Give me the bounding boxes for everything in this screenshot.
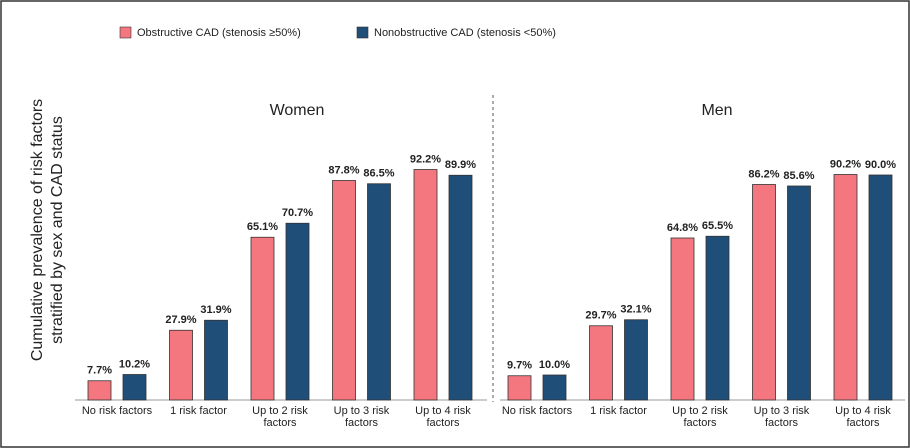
value-label: 85.6% [783,170,814,182]
value-label: 32.1% [620,304,651,316]
x-tick-label: No risk factors [82,405,153,417]
y-axis-label: stratified by sex and CAD status [49,116,66,344]
bar [787,185,811,401]
x-tick-label: 1 risk factor [170,405,227,417]
value-label: 7.7% [87,365,112,377]
x-tick-label: Up to 2 risk factors [672,405,728,429]
bar [250,236,275,401]
value-label: 9.7% [507,360,532,372]
bar [169,329,193,401]
x-tick-label: No risk factors [502,405,573,417]
bar [589,325,613,401]
bar [367,183,391,401]
bar [868,174,893,401]
legend-swatch [119,26,132,39]
bar [448,174,473,401]
value-label: 70.7% [282,207,313,219]
value-label: 65.1% [247,221,278,233]
value-label: 86.5% [363,168,394,180]
bar [624,319,648,401]
legend-swatch [356,26,369,39]
value-label: 86.2% [748,168,779,180]
bar [752,184,776,401]
panel-title: Men [701,102,732,119]
x-tick-label: 1 risk factor [590,405,647,417]
value-label: 89.9% [445,159,476,171]
value-label: 10.2% [119,358,150,370]
legend-label: Obstructive CAD (stenosis ≥50%) [137,27,301,39]
value-label: 27.9% [165,314,196,326]
bar [413,169,438,401]
bar [204,319,228,401]
x-tick-label: Up to 3 risk factors [754,405,810,429]
bar [122,374,147,401]
value-label: 87.8% [328,164,359,176]
value-label: 29.7% [585,310,616,322]
x-tick-label: Up to 3 risk factors [334,405,390,429]
value-label: 92.2% [410,153,441,165]
bar [833,174,858,401]
x-tick-label: Up to 4 risk factors [415,405,471,429]
legend-label: Nonobstructive CAD (stenosis <50%) [374,27,556,39]
bar [542,374,567,401]
x-tick-label: Up to 2 risk factors [252,405,308,429]
bar [87,380,112,401]
panel-title: Women [270,102,325,119]
bar [332,180,356,401]
y-axis-label: Cumulative prevalence of risk factors [29,99,46,361]
value-label: 90.0% [865,159,896,171]
value-label: 90.2% [830,158,861,170]
bar [507,375,532,401]
value-label: 10.0% [539,359,570,371]
value-label: 65.5% [702,220,733,232]
bar [670,237,695,401]
x-tick-label: Up to 4 risk factors [835,405,891,429]
value-label: 31.9% [200,304,231,316]
bar [285,222,310,401]
bar [705,235,730,401]
value-label: 64.8% [667,222,698,234]
